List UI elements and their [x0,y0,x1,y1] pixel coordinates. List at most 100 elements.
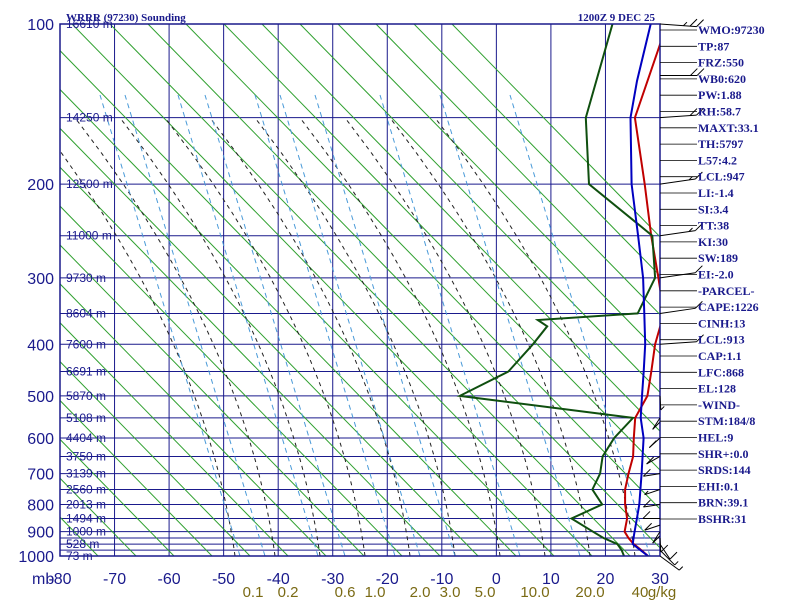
height-label: 5870 m [66,389,106,403]
height-label: 3750 m [66,449,106,463]
svg-text:SRDS:144: SRDS:144 [698,463,751,477]
mixing-ratio-line [379,94,521,556]
mixing-ratio-label: 0.2 [278,584,299,600]
mixing-ratio-labels: 0.1 0.2 0.6 1.0 2.0 3.0 5.0 10.0 20.0 40 g/kg [243,584,677,600]
sounding-profiles [456,24,660,556]
dry-adiabat [109,24,631,556]
height-label: 12500 m [66,177,113,191]
dry-adiabat [60,49,555,556]
temperature-tick: -80 [48,571,71,588]
index-item: -WIND- [660,398,740,412]
height-label: 7600 m [66,337,106,351]
svg-text:STM:184/8: STM:184/8 [698,414,755,428]
svg-text:TH:5797: TH:5797 [698,137,743,151]
dry-adiabat [60,322,289,556]
temperature-tick: -40 [267,571,290,588]
temperature-tick: 30 [651,571,669,588]
height-label: 1494 m [66,511,106,525]
svg-text:LCL:913: LCL:913 [698,333,745,347]
svg-text:FRZ:550: FRZ:550 [698,56,744,70]
mixing-ratio-line [99,94,241,556]
pressure-tick-1000: 1000 [18,549,54,566]
index-item: EI:-2.0 [660,268,734,282]
height-labels: 16610 m 14250 m 12500 m 11000 m 9730 m 8604 m… [66,17,113,563]
temperature-tick: 20 [597,571,615,588]
index-item: STM:184/8 [660,414,755,428]
moist-adiabat [209,117,411,556]
temperature-tick: -70 [103,571,126,588]
height-label: 14250 m [66,111,113,125]
dry-adiabats [0,24,660,556]
wind-barb [652,531,661,544]
height-label: 16610 m [66,17,113,31]
wind-barb [652,417,661,430]
index-item: CAP:1.1 [660,349,742,363]
stability-indices: WMO:97230 TP:87 FRZ:550 WB0:620 PW:1.88 RH:58… [660,23,765,526]
dry-adiabat [413,24,660,277]
mixing-ratio-label: 0.6 [335,584,356,600]
index-item: TH:5797 [660,137,743,151]
wind-barb [659,223,703,237]
temperature-tick-labels: -80 -70 -60 -50 -40 -30 -20 -10 0 10 20 30 [48,571,669,588]
wind-barb [660,68,705,77]
svg-text:-PARCEL-: -PARCEL- [698,284,754,298]
index-item: KI:30 [660,235,728,249]
station-title: WRRR (97230) Sounding [66,12,186,24]
dry-adiabat [60,88,517,556]
index-item: SW:189 [660,251,738,265]
pressure-tick-500: 500 [27,389,54,406]
index-item: CAPE:1226 [660,300,759,314]
svg-text:TT:38: TT:38 [698,219,729,233]
dry-adiabat [60,399,213,556]
pressure-tick-400: 400 [27,337,54,354]
wind-barb [643,499,661,508]
moist-adiabat [299,117,501,556]
index-item: WB0:620 [660,72,746,86]
index-item: SRDS:144 [660,463,751,477]
temperature-tick: -30 [321,571,344,588]
index-item: PW:1.88 [660,88,742,102]
moist-adiabat [389,117,591,556]
mixing-ratio-line [124,94,266,556]
svg-text:SI:3.4: SI:3.4 [698,202,728,216]
index-item: -PARCEL- [660,284,754,298]
svg-text:LCL:947: LCL:947 [698,170,745,184]
isotherm-grid [60,24,660,556]
dry-adiabat [60,166,441,556]
pressure-axis-label: mb [32,571,54,588]
index-item: TP:87 [660,39,729,53]
pressure-tick-700: 700 [27,467,54,484]
dry-adiabat [60,127,479,556]
index-item: LCL:913 [660,333,745,347]
index-item: WMO:97230 [660,23,765,37]
mixing-ratio-label: 5.0 [475,584,496,600]
svg-text:BSHR:31: BSHR:31 [698,512,747,526]
svg-text:WB0:620: WB0:620 [698,72,746,86]
height-label: 11000 m [66,229,112,243]
wind-barb [644,522,661,531]
height-label: 3139 m [66,467,106,481]
svg-text:PW:1.88: PW:1.88 [698,88,742,102]
pressure-tick-600: 600 [27,431,54,448]
sounding-time: 1200Z 9 DEC 25 [578,12,656,24]
pressure-tick-200: 200 [27,177,54,194]
height-label: 2013 m [66,497,106,511]
svg-text:CINH:13: CINH:13 [698,316,745,330]
dry-adiabat [0,24,22,556]
temperature-tick: -20 [376,571,399,588]
wind-barb [659,543,678,560]
index-item: SI:3.4 [660,202,728,216]
svg-text:MAXT:33.1: MAXT:33.1 [698,121,759,135]
height-label: 1000 m [66,525,106,539]
mixing-ratio-label: 20.0 [575,584,604,600]
wind-barb [659,18,704,28]
wind-barb [659,265,703,279]
index-item: TT:38 [660,219,729,233]
moist-adiabat [74,117,276,556]
plot-frame [59,23,661,557]
mixing-ratio-label: 1.0 [365,584,386,600]
index-item: L57:4.2 [660,153,737,167]
wind-barb [648,437,661,448]
svg-text:LFC:868: LFC:868 [698,365,744,379]
